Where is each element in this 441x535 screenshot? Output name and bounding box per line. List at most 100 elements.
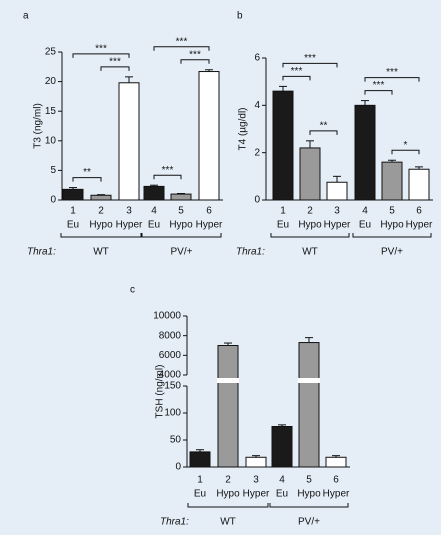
panel-label: c [130,285,135,296]
significance-label: ** [83,167,91,178]
bar [245,456,267,468]
significance-label: ** [320,120,328,131]
axis-break [298,378,320,383]
genotype-label: Thra1: [27,247,56,258]
y-tick-label: 6000 [159,350,182,361]
significance-label: *** [176,36,188,47]
condition-label: Hypo [380,220,404,231]
x-tick-label: 4 [151,206,157,217]
group-label: PV/+ [298,517,320,528]
y-tick-label: 15 [45,106,57,117]
y-tick-label: 4 [254,100,260,111]
condition-label: Hyper [196,220,223,231]
significance-label: *** [162,165,174,176]
y-tick-label: 25 [45,47,57,58]
group-label: PV/+ [171,247,193,258]
y-axis-label: T3 (ng/ml) [33,103,44,149]
x-tick-label: 6 [416,206,422,217]
condition-label: Hyper [323,489,350,500]
bar [298,342,320,468]
condition-label: Hyper [324,220,351,231]
x-tick-label: 1 [70,206,76,217]
bar [90,194,112,201]
y-axis-label: TSH (ng/ml) [155,365,166,419]
bar [62,188,84,201]
y-tick-label: 10 [45,135,57,146]
condition-label: Hypo [298,220,322,231]
y-tick-label: 6 [254,53,260,64]
y-tick-label: 2 [254,147,260,158]
condition-label: Eu [67,220,79,231]
bar [408,168,430,201]
y-tick-label: 0 [254,195,260,206]
group-bracket [352,233,432,238]
significance-bracket [180,59,210,64]
significance-bracket [309,130,338,135]
bar [354,104,376,201]
condition-label: Hyper [406,220,433,231]
y-tick-label: 4000 [159,370,182,381]
y-tick-label: 100 [164,408,181,419]
condition-label: Eu [194,489,206,500]
condition-label: Hypo [89,220,113,231]
significance-label: *** [95,44,107,55]
genotype-label: Thra1: [160,517,189,528]
axis-break [217,378,239,383]
panel-label: b [237,11,243,22]
y-tick-label: 0 [50,195,56,206]
x-tick-label: 2 [307,206,313,217]
significance-bracket [282,62,338,68]
y-tick-label: 0 [175,462,181,473]
condition-label: Hypo [297,489,321,500]
x-tick-label: 4 [362,206,368,217]
bar [325,456,347,468]
x-tick-label: 6 [206,206,212,217]
significance-bracket [364,77,420,82]
bar [271,426,293,468]
significance-label: *** [373,80,385,91]
bar [143,185,165,201]
group-bracket [270,233,350,238]
y-tick-label: 5 [50,165,56,176]
panel-label: a [23,11,29,22]
x-tick-label: 3 [126,206,132,217]
significance-label: *** [291,66,303,77]
condition-label: Hypo [169,220,193,231]
significance-label: *** [109,57,121,68]
x-tick-label: 5 [178,206,184,217]
group-bracket [60,233,142,238]
y-tick-label: 10000 [153,311,181,322]
x-tick-label: 2 [98,206,104,217]
bar [189,451,211,468]
group-label: WT [220,517,236,528]
significance-label: *** [189,49,201,60]
bar [381,161,403,201]
y-axis-label: T4 (µg/dl) [238,108,249,151]
y-tick-label: 50 [170,435,182,446]
bar [118,82,140,201]
significance-label: *** [386,67,398,78]
significance-bracket [100,66,130,71]
x-tick-label: 6 [333,475,339,486]
group-bracket [269,503,349,508]
bar [170,193,192,201]
bar [272,90,294,201]
x-tick-label: 2 [225,475,231,486]
group-bracket [187,503,269,508]
condition-label: Eu [359,220,371,231]
condition-label: Hypo [216,489,240,500]
condition-label: Eu [148,220,160,231]
significance-bracket [153,174,182,180]
significance-bracket [391,149,420,155]
significance-bracket [72,53,130,58]
bar [217,345,239,468]
group-label: WT [93,247,109,258]
condition-label: Eu [277,220,289,231]
group-bracket [141,233,222,238]
bar [299,147,321,201]
x-tick-label: 3 [334,206,340,217]
significance-bracket [282,75,311,81]
bar [198,71,220,201]
significance-label: * [404,140,408,151]
